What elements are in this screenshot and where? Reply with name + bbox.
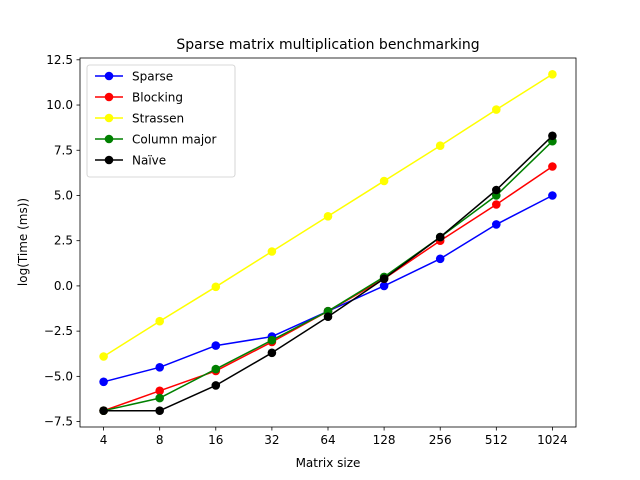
legend: Sparse Blocking Strassen Column major Naïve — [86, 64, 236, 178]
x-tick-label-0: 4 — [100, 433, 108, 447]
legend-box — [86, 64, 236, 178]
data-point-4-3 — [267, 348, 277, 358]
data-point-4-4 — [323, 312, 333, 322]
data-point-2-4 — [323, 212, 333, 221]
legend-marker-1 — [104, 92, 114, 102]
data-point-1-1 — [155, 386, 164, 396]
legend-label-4: Naïve — [132, 154, 166, 168]
x-tick-label-5: 128 — [373, 433, 396, 447]
data-point-3-1 — [155, 393, 164, 403]
x-tick-label-1: 8 — [156, 433, 164, 447]
data-point-4-0 — [99, 406, 108, 416]
data-point-0-7 — [492, 220, 501, 229]
y-tick-label-7: 10.0 — [46, 98, 73, 112]
legend-label-1: Blocking — [132, 91, 183, 105]
plot-layer: 4 8 16 32 64 128 256 512 1024 −7.5 −5.0 −2.5 0.0 2.5 5… — [44, 53, 577, 447]
y-tick-label-0: −7.5 — [44, 415, 73, 429]
y-tick-label-4: 2.5 — [54, 234, 73, 248]
y-tick-label-5: 5.0 — [54, 188, 73, 202]
y-tick-label-2: −2.5 — [44, 324, 73, 338]
data-point-4-6 — [435, 232, 445, 242]
y-tick-label-8: 12.5 — [46, 53, 73, 67]
y-axis-label: log(Time (ms)) — [16, 198, 30, 286]
series-4 — [99, 131, 557, 416]
x-tick-label-6: 256 — [429, 433, 452, 447]
data-point-3-3 — [267, 335, 277, 345]
y-tick-label-1: −5.0 — [44, 369, 73, 383]
x-tick-label-3: 32 — [264, 433, 279, 447]
data-point-0-8 — [548, 191, 557, 200]
x-tick-label-2: 16 — [208, 433, 223, 447]
legend-marker-3 — [104, 134, 114, 144]
legend-marker-2 — [104, 113, 114, 123]
data-point-2-8 — [548, 70, 557, 79]
series-2 — [99, 70, 557, 361]
data-point-0-1 — [155, 363, 164, 372]
data-point-3-2 — [211, 364, 221, 374]
data-point-4-1 — [155, 406, 164, 416]
x-axis-label: Matrix size — [296, 456, 361, 470]
data-point-2-0 — [99, 352, 108, 361]
data-point-0-0 — [99, 377, 108, 387]
data-point-0-5 — [379, 281, 389, 291]
legend-marker-0 — [104, 71, 114, 81]
data-point-1-8 — [548, 162, 557, 171]
data-point-2-7 — [492, 105, 501, 114]
data-point-2-6 — [435, 141, 445, 150]
data-point-2-2 — [211, 282, 221, 292]
data-point-1-7 — [492, 200, 501, 209]
x-tick-label-8: 1024 — [537, 433, 568, 447]
legend-label-3: Column major — [132, 133, 216, 147]
data-point-2-1 — [155, 316, 164, 326]
legend-marker-4 — [104, 155, 114, 165]
x-tick-label-7: 512 — [485, 433, 508, 447]
data-point-4-7 — [492, 185, 501, 195]
data-point-4-5 — [379, 274, 389, 284]
data-point-0-2 — [211, 341, 221, 350]
x-tick-label-4: 64 — [320, 433, 335, 447]
legend-label-0: Sparse — [132, 70, 173, 84]
data-point-0-6 — [435, 254, 445, 264]
data-point-4-8 — [548, 131, 557, 141]
y-tick-label-3: 0.0 — [54, 279, 73, 293]
legend-label-2: Strassen — [132, 112, 184, 126]
data-point-2-3 — [267, 247, 277, 256]
data-point-4-2 — [211, 381, 221, 390]
chart-title: Sparse matrix multiplication benchmarkin… — [176, 37, 479, 53]
data-point-2-5 — [379, 176, 389, 186]
y-tick-label-6: 7.5 — [54, 143, 73, 157]
